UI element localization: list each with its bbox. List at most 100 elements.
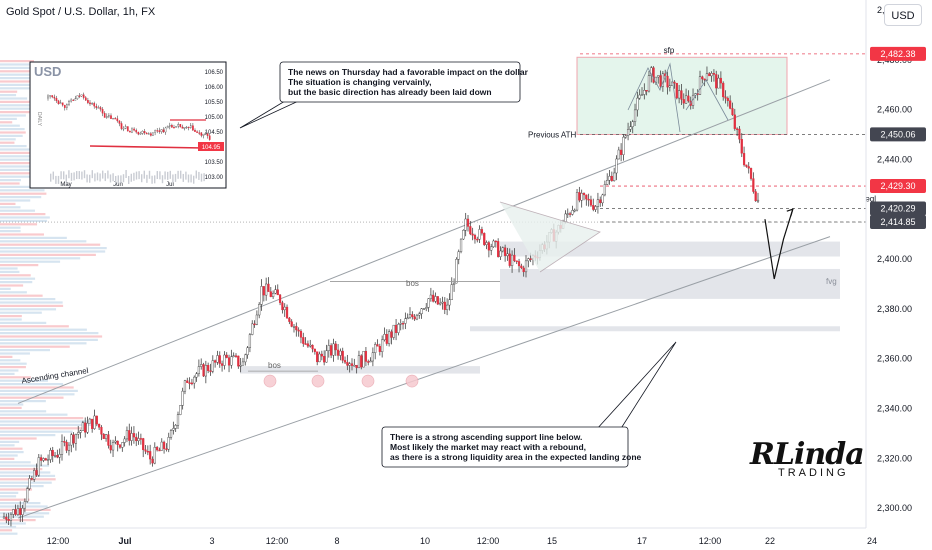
candle-body <box>640 94 644 96</box>
inset-candle-body <box>116 118 119 122</box>
inset-volume-bar <box>138 171 140 180</box>
candle-body <box>469 226 472 235</box>
volume-profile-bar <box>0 60 34 63</box>
inset-candle-body <box>202 133 205 136</box>
candle-body <box>190 382 194 385</box>
candle-body <box>575 192 579 211</box>
candle-body <box>183 380 187 392</box>
candle-body <box>130 433 133 441</box>
inset-candle-body <box>158 130 161 132</box>
volume-profile-bar <box>0 63 46 66</box>
inset-candle-body <box>135 130 138 133</box>
volume-profile-bar <box>0 117 17 120</box>
logo-subtitle: TRADING <box>778 467 849 479</box>
candle-body <box>311 344 314 350</box>
candle-body <box>592 205 595 210</box>
volume-profile-bar <box>0 338 98 341</box>
volume-profile-bar <box>0 80 55 83</box>
volume-profile-bar <box>0 444 15 447</box>
candle-body <box>687 95 690 102</box>
inset-candle-body <box>120 123 123 129</box>
inset-candle-body <box>204 133 207 135</box>
inset-candle-body <box>194 129 196 132</box>
liquidity-circle <box>361 374 375 388</box>
inset-candle-body <box>156 130 159 132</box>
inset-volume-bar <box>148 170 151 179</box>
inset-candle-body <box>126 126 129 132</box>
inset-candle-body <box>179 124 182 128</box>
inset-candle-body <box>129 130 131 133</box>
candle-body <box>566 213 569 215</box>
candle-body <box>162 441 166 449</box>
candle-body <box>717 77 720 89</box>
inset-candle-body <box>162 129 165 133</box>
candle-body <box>411 314 414 317</box>
inset-volume-bar <box>63 171 65 180</box>
volume-profile-bar <box>0 134 23 137</box>
candle-body <box>144 449 147 452</box>
candle-body <box>678 90 681 99</box>
candle-body <box>754 191 757 202</box>
volume-profile-bar <box>0 83 44 86</box>
volume-profile-bar <box>0 532 18 535</box>
volume-profile-bar <box>0 66 55 69</box>
candle-body <box>223 354 226 366</box>
candle-body <box>668 85 671 88</box>
volume-profile-bar <box>0 413 68 416</box>
x-tick-label: 17 <box>637 536 647 546</box>
candle-body <box>12 509 15 515</box>
eql-label: eql <box>865 195 876 204</box>
inset-volume-bar <box>120 175 122 184</box>
inset-volume-bar <box>52 171 54 180</box>
inset-candle-body <box>187 126 190 129</box>
candle-body <box>733 114 736 129</box>
candle-body <box>88 418 91 424</box>
inset-candle-body <box>164 127 167 133</box>
volume-profile-bar <box>0 151 51 154</box>
candle-body <box>181 390 184 406</box>
volume-profile-bar <box>0 366 26 369</box>
price-tag-label: 2,482.38 <box>880 49 915 59</box>
inset-candle-body <box>99 107 102 110</box>
inset-volume-bar <box>172 174 174 183</box>
volume-profile-bar <box>0 175 44 178</box>
channel-upper-line <box>17 79 831 404</box>
candle-body <box>473 235 477 240</box>
volume-profile-bar <box>0 196 42 199</box>
candle-body <box>241 361 245 366</box>
candle-body <box>513 254 516 261</box>
inset-volume-bar <box>133 172 135 181</box>
candle-body <box>86 422 89 433</box>
inset-volume-bar <box>146 174 148 183</box>
volume-profile-bar <box>0 111 34 114</box>
candle-body <box>125 430 129 440</box>
inset-volume-bar <box>195 170 197 179</box>
support-callout-box <box>381 426 629 468</box>
volume-profile-bar <box>0 311 42 314</box>
candle-body <box>508 253 511 266</box>
candle-body <box>378 346 381 352</box>
candle-body <box>60 441 64 455</box>
candle-body <box>9 514 13 521</box>
volume-profile-bar <box>0 284 24 287</box>
inset-candle-body <box>124 126 127 129</box>
candle-body <box>582 192 586 196</box>
x-tick-label: 12:00 <box>699 536 722 546</box>
inset-candle-body <box>61 102 64 106</box>
news-callout-text: but the basic direction has already been… <box>288 87 492 97</box>
candle-body <box>738 128 741 140</box>
inset-volume-bar <box>107 170 109 179</box>
inset-y-tick: 106.00 <box>205 85 224 91</box>
y-tick-label: 2,360.00 <box>877 354 912 364</box>
candle-body <box>193 376 196 384</box>
x-tick-label: 12:00 <box>47 536 70 546</box>
candle-body <box>65 441 68 451</box>
currency-button[interactable]: USD <box>884 4 922 26</box>
inset-volume-bar <box>99 173 101 182</box>
inset-candle-body <box>198 132 201 134</box>
volume-profile-bar <box>0 349 50 352</box>
candle-body <box>258 304 261 316</box>
volume-profile-bar <box>0 199 31 202</box>
volume-profile-bar <box>0 277 36 280</box>
inset-volume-bar <box>83 170 86 179</box>
